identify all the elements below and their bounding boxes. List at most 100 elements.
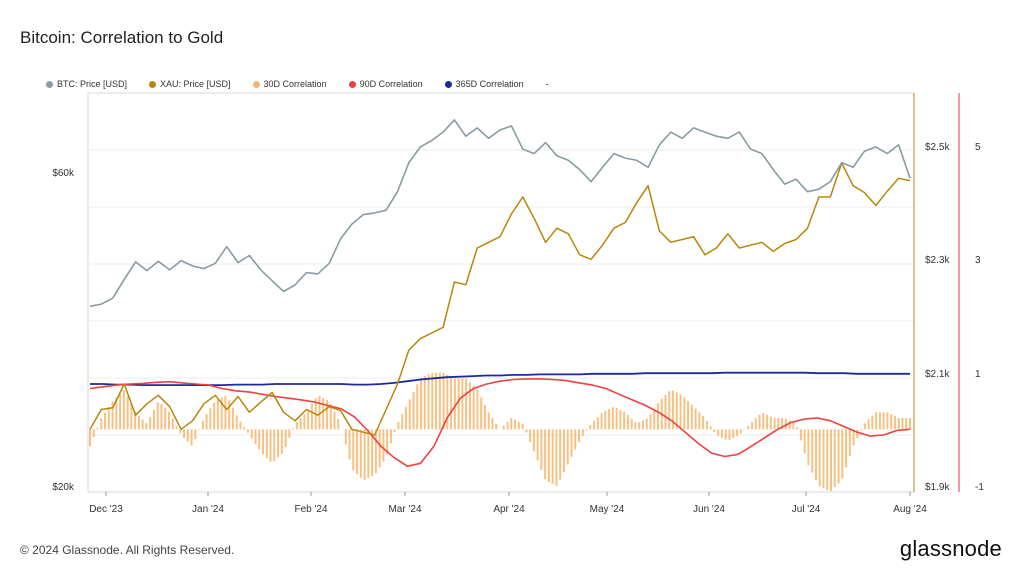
btc-axis-tick: $60k [52,168,75,179]
legend-item[interactable]: 365D Correlation [444,79,524,89]
corr30-bar [386,429,389,455]
corr30-bar [303,414,306,430]
corr30-bar [472,386,475,430]
corr30-bar [220,397,223,430]
legend-item[interactable]: 90D Correlation [348,79,423,89]
corr30-bar [122,389,125,430]
corr30-bar [525,429,528,433]
x-axis-tick: Feb '24 [294,504,327,515]
corr30-bar [762,413,765,430]
corr30-bar [687,401,690,430]
x-axis-tick: Jul '24 [792,504,821,515]
corr30-bar [228,400,231,430]
corr30-bar [198,429,201,430]
corr30-bar [164,407,167,430]
corr30-bar [404,406,407,430]
corr30-bar [901,418,904,430]
corr30-bar [860,429,863,431]
corr30-bar [773,418,776,430]
brand-logo[interactable]: glassnode [899,536,1002,561]
corr30-bar [830,429,833,491]
corr30-bar [356,429,359,475]
corr30-bar [171,418,174,430]
corr30-bar [363,429,366,480]
corr30-bar [577,429,580,443]
corr30-bar [649,414,652,430]
corr30-bar [374,429,377,473]
legend-dot-icon [252,80,260,88]
corr30-bar [412,391,415,430]
corr30-bar [329,404,332,430]
corr30-bar [720,429,723,438]
corr-axis-tick: 3 [975,255,981,266]
corr-axis-tick: -1 [975,482,984,493]
corr30-bar [243,427,246,430]
corr30-bar [875,412,878,430]
legend-item[interactable]: 30D Correlation [252,79,327,89]
corr30-bar [337,419,340,430]
legend-dot-icon [348,80,356,88]
corr30-bar [258,429,261,450]
corr30-bar [167,411,170,430]
corr30-bar [544,429,547,480]
corr30-bar [724,429,727,440]
corr30-bar [393,429,396,433]
corr30-bar [450,376,453,430]
corr30-bar [630,418,633,430]
corr30-bar [423,376,426,430]
corr30-bar [292,428,295,430]
corr30-bar [130,404,133,430]
legend-item[interactable]: XAU: Price [USD] [149,79,231,89]
corr30-bar [149,417,152,430]
corr30-bar [427,374,430,430]
corr30-bar [231,407,234,430]
corr30-bar [265,429,268,458]
corr30-bar [559,429,562,480]
corr90-line [89,378,911,468]
corr30-bar [352,429,355,471]
corr30-bar [841,429,844,479]
corr-axis-tick: 1 [975,369,981,380]
corr30-bar [348,429,351,460]
corr30-bar [585,429,588,431]
corr30-bar [566,429,569,465]
corr30-bar [739,429,742,434]
corr30-bar [732,429,735,438]
corr30-bar [310,404,313,430]
legend-label: 90D Correlation [359,79,423,89]
corr30-bar [754,418,757,430]
corr30-bar [521,423,524,430]
corr30-bar [299,418,302,430]
corr30-bar [788,420,791,430]
corr30-bar [529,429,532,442]
corr30-bar [235,415,238,430]
corr30-bar [246,429,249,433]
corr30-bar [811,429,814,473]
corr30-bar [280,429,283,454]
corr30-bar [491,418,494,430]
corr30-bar [442,372,445,430]
legend-dot-icon [149,80,157,88]
corr30-bar [608,409,611,430]
corr30-bar [446,374,449,430]
corr30-bar [115,397,118,430]
corr30-bar [551,429,554,484]
corr30-bar [867,419,870,430]
corr30-bar [909,418,911,430]
x-axis-tick: Apr '24 [493,504,525,515]
corr30-bar [295,421,298,430]
corr30-bar [897,418,900,430]
legend-item[interactable]: BTC: Price [USD] [46,79,127,89]
corr30-bar [698,412,701,430]
corr30-bar [777,418,780,430]
corr30-bar [401,414,404,430]
plot-frame [87,92,915,493]
corr30-bar [758,414,761,430]
corr30-bar [453,378,456,430]
legend-item[interactable]: - [546,79,549,89]
corr30-bar [438,372,441,430]
corr30-bar [288,429,291,438]
corr30-bar [634,422,637,430]
corr30-bar [367,429,370,478]
corr30-bar [273,429,276,462]
